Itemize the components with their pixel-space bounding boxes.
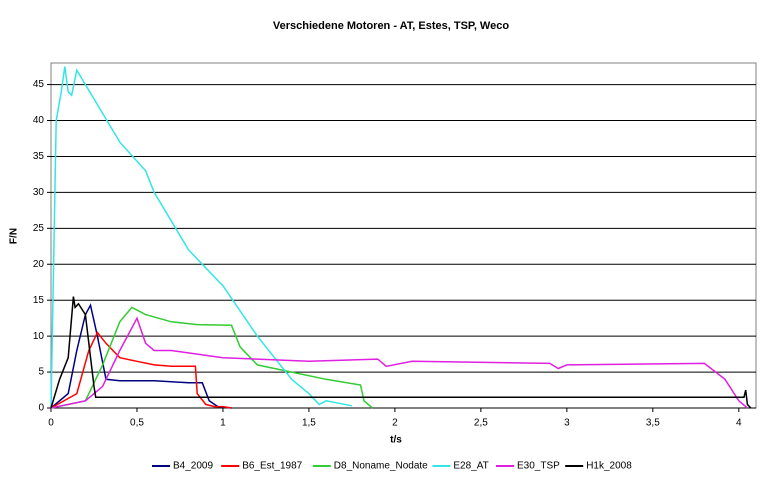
legend-label: H1k_2008 [586,461,632,472]
legend-label: B4_2009 [173,461,213,472]
y-axis-label: F/N [9,228,20,244]
y-tick-label: 0 [38,403,44,414]
x-tick-label: 1 [220,418,226,429]
x-axis-label: t/s [390,435,402,446]
y-tick-label: 20 [33,259,45,270]
x-tick-label: 3 [564,418,570,429]
y-tick-label: 30 [33,187,45,198]
x-tick-label: 3,5 [646,418,660,429]
series-line [50,306,373,409]
x-tick-label: 0 [48,418,54,429]
series-line [50,66,353,409]
x-tick-label: 4 [736,418,742,429]
legend-label: E28_AT [453,461,488,472]
y-tick-label: 35 [33,151,45,162]
y-tick-label: 45 [33,79,45,90]
series-line [50,331,232,409]
y-tick-label: 10 [33,331,45,342]
y-tick-label: 25 [33,223,45,234]
x-tick-label: 2 [392,418,398,429]
chart-title: Verschiedene Motoren - AT, Estes, TSP, W… [273,20,509,32]
legend-label: B6_Est_1987 [242,461,302,472]
plot-area [50,62,757,409]
series-line [50,316,748,409]
y-tick-label: 40 [33,115,45,126]
y-tick-label: 15 [33,295,45,306]
y-tick-label: 5 [38,367,44,378]
x-tick-label: 2,5 [474,418,488,429]
series-line [50,296,752,409]
legend-label: E30_TSP [517,461,560,472]
x-tick-label: 1,5 [302,418,316,429]
x-tick-label: 0,5 [130,418,144,429]
legend-label: D8_Noname_Nodate [334,461,428,472]
